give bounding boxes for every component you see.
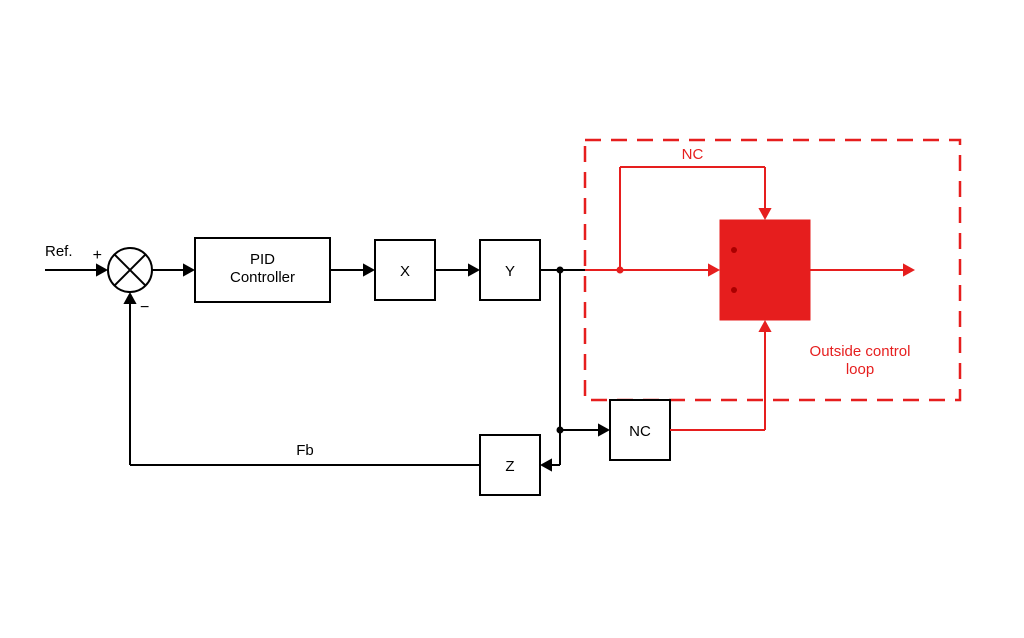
sum-sign-plus: + — [93, 247, 102, 264]
ref-label: Ref. — [45, 243, 73, 260]
outside-loop-label: Outside controlloop — [810, 343, 911, 378]
y-label: Y — [505, 263, 515, 280]
x-label: X — [400, 263, 410, 280]
fb-label: Fb — [296, 442, 314, 459]
sum-sign-minus: − — [140, 299, 149, 316]
z-label: Z — [505, 458, 514, 475]
nc-signal-label: NC — [682, 146, 704, 163]
nc-block-label: NC — [629, 423, 651, 440]
mixer-block — [720, 220, 810, 320]
